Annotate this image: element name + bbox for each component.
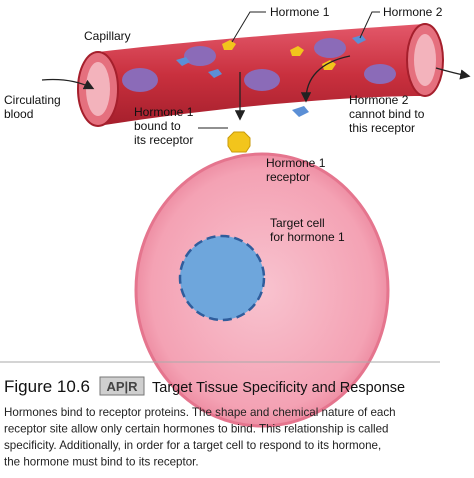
caption-line: the hormone must bind to its receptor. (4, 456, 199, 469)
nucleus (178, 234, 266, 322)
label: cannot bind to (349, 107, 425, 121)
figure-number: Figure 10.6 (4, 377, 90, 396)
label: Hormone 1 (266, 156, 326, 170)
label: bound to (134, 119, 181, 133)
label: Hormone 2 (383, 5, 443, 19)
leader-line (359, 11, 380, 39)
label: blood (4, 107, 33, 121)
caption-line: Hormones bind to receptor proteins. The … (4, 406, 396, 419)
caption: Hormones bind to receptor proteins. The … (4, 406, 396, 469)
label: its receptor (134, 133, 193, 147)
leader-line (231, 11, 266, 43)
label: Hormone 2 (349, 93, 409, 107)
label: for hormone 1 (270, 230, 345, 244)
capillary-drawing (77, 23, 444, 127)
badge: AP|R (106, 379, 138, 394)
hormone2-icon (292, 106, 309, 117)
blood-arrow-in (41, 78, 95, 90)
label: Hormone 1 (134, 105, 194, 119)
label: Circulating (4, 93, 61, 107)
label: Hormone 1 (270, 5, 330, 19)
caption-line: specificity. Additionally, in order for … (4, 439, 381, 452)
hormone2-arrow (300, 55, 351, 103)
receptor-icon (227, 131, 251, 153)
label: Target cell (270, 216, 325, 230)
label: this receptor (349, 121, 415, 135)
label: receptor (266, 170, 310, 184)
caption-line: receptor site allow only certain hormone… (4, 423, 389, 436)
badge-box (99, 376, 145, 396)
label: Capillary (84, 29, 131, 43)
figure-title: Target Tissue Specificity and Response (152, 380, 405, 396)
blood-arrow-out (435, 67, 471, 80)
labels: Hormone 1 Hormone 2 Capillary Circulatingbl… (4, 5, 443, 244)
